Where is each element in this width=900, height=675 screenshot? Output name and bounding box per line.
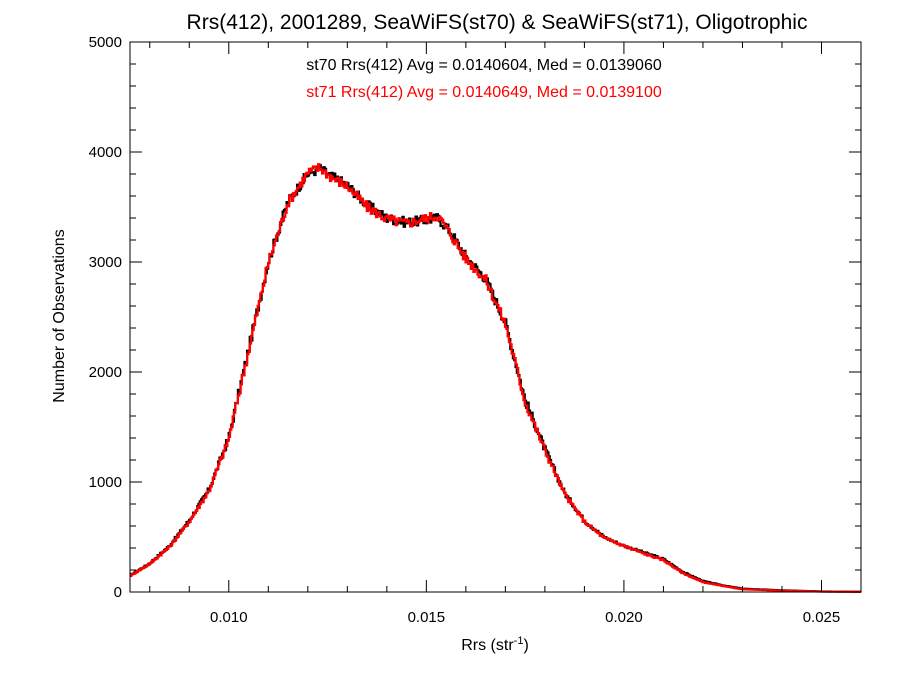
y-tick-label: 4000 — [89, 144, 122, 161]
x-axis-label-base: Rrs (str — [461, 637, 514, 654]
x-tick-label: 0.015 — [408, 609, 446, 626]
y-tick-label: 0 — [114, 584, 122, 601]
series-line-1 — [130, 164, 862, 593]
y-tick-label: 2000 — [89, 364, 122, 381]
x-tick-label: 0.010 — [210, 609, 248, 626]
x-axis: 0.010 0.015 0.020 0.025 — [149, 42, 862, 626]
series-line-2 — [130, 163, 862, 593]
annotations: st70 Rrs(412) Avg = 0.0140604, Med = 0.0… — [306, 57, 662, 101]
y-axis: 0 1000 2000 3000 4000 5000 — [89, 34, 861, 601]
x-axis-label-superscript: -1 — [514, 635, 524, 647]
y-tick-label: 1000 — [89, 474, 122, 491]
chart-title: Rrs(412), 2001289, SeaWiFS(st70) & SeaWi… — [187, 11, 808, 34]
annotation-1: st70 Rrs(412) Avg = 0.0140604, Med = 0.0… — [306, 57, 662, 74]
plot-frame — [129, 41, 862, 593]
x-tick-label: 0.025 — [803, 609, 841, 626]
x-axis-label-close: ) — [523, 637, 528, 654]
annotation-2: st71 Rrs(412) Avg = 0.0140649, Med = 0.0… — [306, 84, 662, 101]
y-tick-label: 5000 — [89, 34, 122, 51]
x-tick-label: 0.020 — [605, 609, 643, 626]
x-axis-label: Rrs (str-1) — [461, 635, 529, 654]
y-axis-label: Number of Observations — [51, 229, 68, 402]
series-layer — [130, 163, 862, 593]
y-tick-label: 3000 — [89, 254, 122, 271]
